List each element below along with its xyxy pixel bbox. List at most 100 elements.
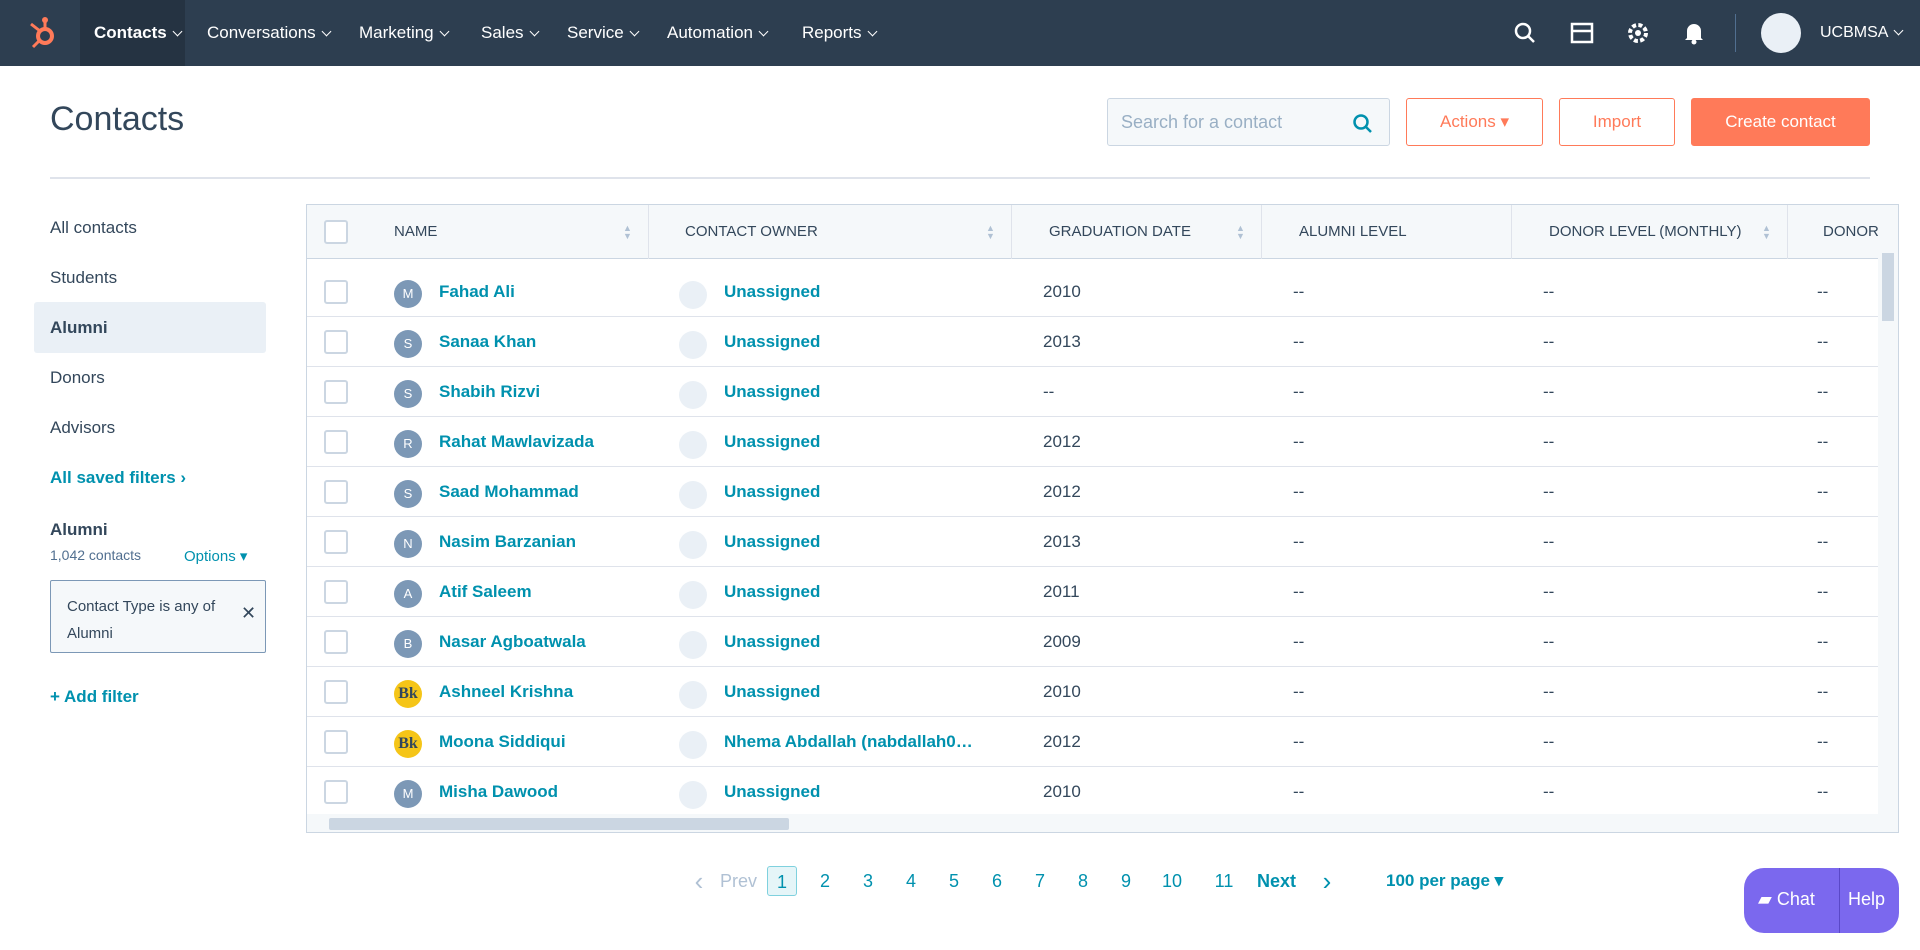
owner-avatar [679,481,707,509]
v-scrollbar[interactable] [1878,205,1898,814]
row-checkbox[interactable] [324,630,348,654]
row-checkbox[interactable] [324,680,348,704]
prev-button[interactable]: Prev [720,871,758,891]
page-number[interactable]: 3 [862,871,873,891]
contact-name[interactable]: Ashneel Krishna [439,682,574,701]
select-all[interactable] [324,220,348,244]
nav-item[interactable]: Contacts [94,0,181,66]
marketplace-icon[interactable] [1570,21,1594,45]
row-checkbox[interactable] [324,430,348,454]
contact-owner[interactable]: Unassigned [724,282,821,301]
account-avatar[interactable] [1761,13,1801,53]
contact-name[interactable]: Atif Saleem [439,582,532,601]
prev-arrow[interactable]: ‹ [694,866,704,896]
contact-name[interactable]: Misha Dawood [439,782,559,801]
notifications-icon[interactable] [1683,21,1705,45]
contact-owner[interactable]: Unassigned [724,632,821,651]
page-number[interactable]: 1 [767,866,797,896]
row-checkbox[interactable] [324,280,348,304]
owner-avatar [679,431,707,459]
page-number[interactable]: 6 [991,871,1002,891]
page-number[interactable]: 8 [1077,871,1088,891]
column-header[interactable]: NAME ▲ ▼ [365,205,649,259]
v-scroll-thumb[interactable] [1882,253,1894,321]
search-box[interactable]: Search for a contact [1107,98,1390,146]
chat-widget[interactable]: ▰ Chat Help [1744,868,1899,933]
contact-owner[interactable]: Unassigned [724,382,821,401]
contact-name[interactable]: Fahad Ali [439,282,515,301]
options-menu[interactable]: Options ▾ [184,548,248,565]
chat-button[interactable]: ▰ Chat [1758,889,1815,909]
search-icon[interactable] [1514,22,1536,44]
column-header[interactable]: ALUMNI LEVEL [1262,205,1512,259]
account-name[interactable]: UCBMSA [1820,0,1902,66]
contact-name[interactable]: Saad Mohammad [439,482,579,501]
filter-card[interactable]: Contact Type is any of Alumni ✕ [50,580,266,653]
nav-item[interactable]: Service [567,0,638,66]
view-link[interactable]: Advisors [50,418,116,437]
search-button[interactable] [1352,113,1374,135]
view-link[interactable]: Students [50,268,118,287]
contact-owner[interactable]: Unassigned [724,782,821,801]
contact-name[interactable]: Sanaa Khan [439,332,537,351]
contact-owner[interactable]: Unassigned [724,482,821,501]
import-button[interactable]: Import [1559,98,1675,146]
row-checkbox[interactable] [324,480,348,504]
contact-name[interactable]: Shabih Rizvi [439,382,541,401]
column-header[interactable]: GRADUATION DATE ▲ ▼ [1012,205,1262,259]
row-checkbox[interactable] [324,330,348,354]
contact-owner[interactable]: Unassigned [724,582,821,601]
column-header[interactable]: CONTACT OWNER ▲ ▼ [649,205,1012,259]
next-arrow[interactable]: › [1322,866,1332,896]
page-number[interactable]: 2 [819,871,830,891]
settings-icon[interactable] [1626,21,1650,45]
create-contact-button[interactable]: Create contact [1691,98,1870,146]
page-number[interactable]: 9 [1120,871,1131,891]
contact-owner[interactable]: Unassigned [724,432,821,451]
sort-icon[interactable]: ▲ ▼ [1236,223,1245,241]
view-link[interactable]: Donors [50,368,105,387]
nav-item[interactable]: Conversations [207,0,330,66]
view-link[interactable]: All contacts [50,218,137,237]
sort-icon[interactable]: ▲ ▼ [1762,223,1771,241]
contact-name[interactable]: Nasim Barzanian [439,532,576,551]
h-scroll-thumb[interactable] [329,818,789,830]
nav-item[interactable]: Marketing [359,0,448,66]
per-page-menu[interactable]: 100 per page ▾ [1386,871,1504,890]
row-checkbox[interactable] [324,730,348,754]
page-number[interactable]: 11 [1214,871,1234,891]
chat-label: Chat [1776,889,1815,909]
column-header[interactable]: DONOR LEVEL (MONTHLY) ▲ ▼ [1512,205,1788,259]
row-checkbox[interactable] [324,530,348,554]
page-number[interactable]: 5 [948,871,959,891]
actions-button[interactable]: Actions ▾ [1406,98,1543,146]
next-button[interactable]: Next [1257,871,1297,891]
contact-owner[interactable]: Unassigned [724,332,821,351]
row-checkbox[interactable] [324,380,348,404]
view-link[interactable]: Alumni [50,318,108,337]
sort-icon[interactable]: ▲ ▼ [986,223,995,241]
nav-item[interactable]: Automation [667,0,767,66]
contact-name[interactable]: Nasar Agboatwala [439,632,586,651]
sort-icon[interactable]: ▲ ▼ [623,223,632,241]
page-number[interactable]: 4 [905,871,916,891]
row-checkbox[interactable] [324,580,348,604]
logo[interactable] [26,16,58,50]
remove-filter[interactable]: ✕ [241,603,257,623]
column-header[interactable]: DONOR [1788,205,1898,259]
add-filter[interactable]: + Add filter [50,687,139,706]
nav-item[interactable]: Sales [481,0,538,66]
contact-owner[interactable]: Unassigned [724,532,821,551]
contact-name[interactable]: Rahat Mawlavizada [439,432,594,451]
nav-item[interactable]: Reports [802,0,876,66]
contact-owner[interactable]: Unassigned [724,682,821,701]
contact-owner[interactable]: Nhema Abdallah (nabdallah0… [724,732,973,751]
all-saved-filters[interactable]: All saved filters › [50,468,187,487]
owner-avatar [679,281,707,309]
page-number[interactable]: 10 [1161,871,1183,891]
contact-name[interactable]: Moona Siddiqui [439,732,566,751]
row-checkbox[interactable] [324,780,348,804]
h-scrollbar[interactable] [307,814,1898,832]
help-button[interactable]: Help [1848,889,1886,909]
page-number[interactable]: 7 [1034,871,1045,891]
